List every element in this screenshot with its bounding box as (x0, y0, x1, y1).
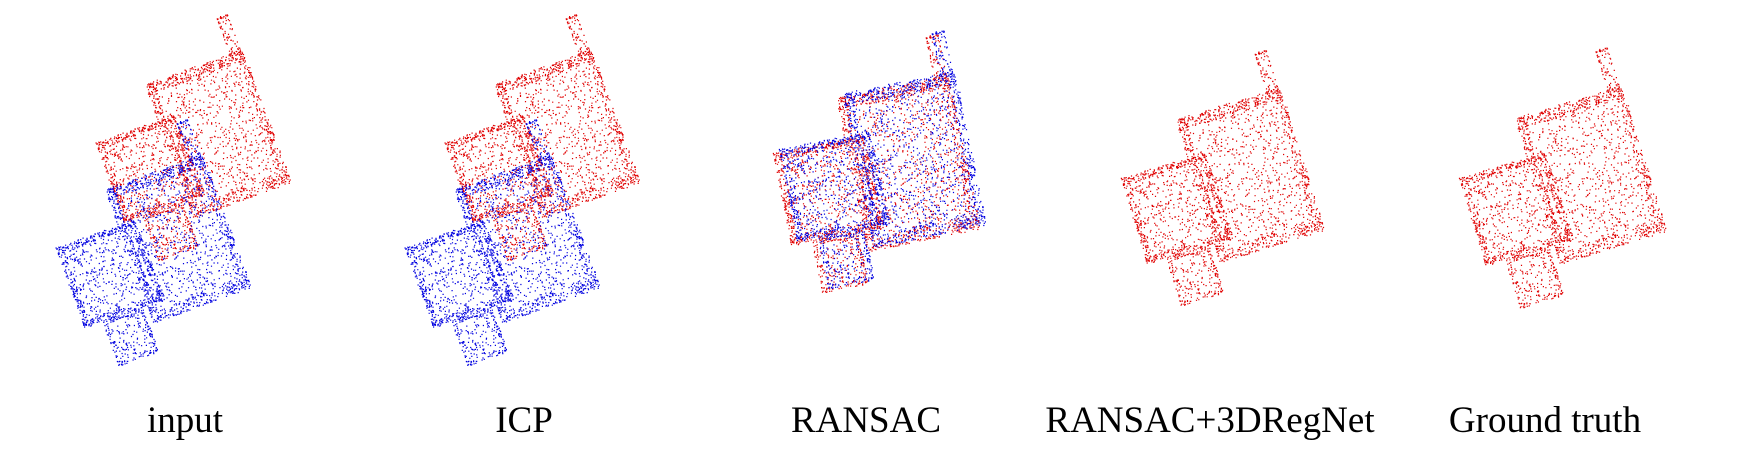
panel-ground-truth: Ground truth (1375, 0, 1715, 476)
point-cloud-ransac-3dregnet (1120, 50, 1325, 306)
point-cloud-ransac (772, 30, 986, 293)
panel-input: input (15, 0, 355, 476)
panel-icp: ICP (354, 0, 694, 476)
caption-ransac-3dregnet: RANSAC+3DRegNet (1045, 400, 1375, 441)
caption-ground-truth: Ground truth (1448, 400, 1642, 441)
panel-ransac-3dregnet: RANSAC+3DRegNet (1040, 0, 1380, 476)
caption-ransac: RANSAC (790, 400, 942, 441)
point-cloud-ground-truth (1458, 47, 1667, 309)
panel-ransac: RANSAC (696, 0, 1036, 476)
caption-icp: ICP (495, 400, 553, 441)
point-cloud-input (55, 14, 291, 366)
point-cloud-icp (404, 14, 640, 366)
caption-input: input (146, 400, 224, 441)
